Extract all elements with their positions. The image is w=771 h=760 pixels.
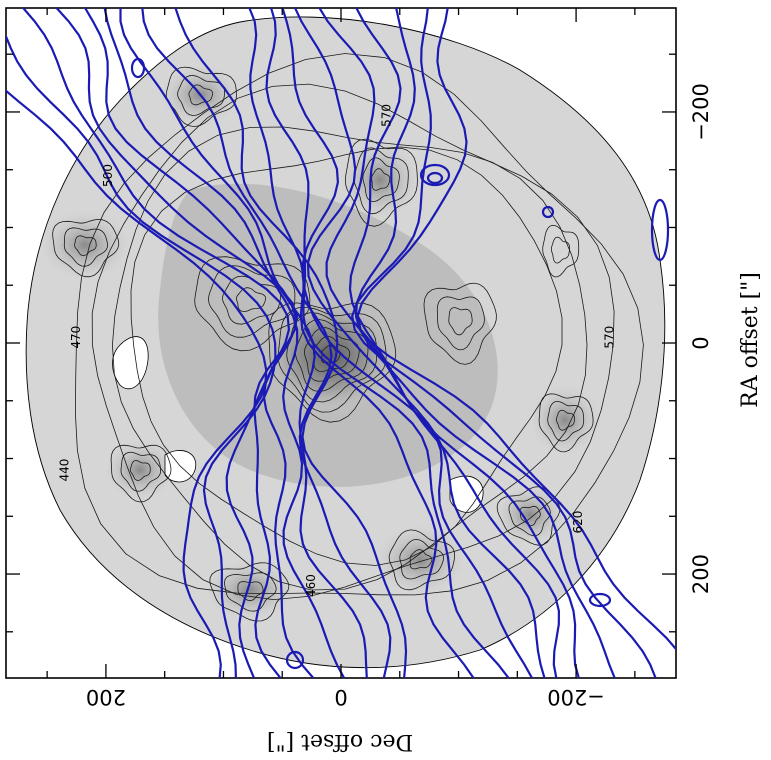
intensity-contour <box>388 529 456 591</box>
y-tick-labels: −200 0 200 <box>689 83 713 594</box>
velocity-contour-loop <box>130 57 146 79</box>
clump <box>340 140 420 220</box>
intensity-contour <box>542 224 580 278</box>
velocity-contour-label: 570 <box>379 104 393 127</box>
intensity-contour <box>409 549 433 570</box>
intensity-contour <box>538 393 594 453</box>
intensity-contour <box>303 327 360 382</box>
velocity-contour <box>348 8 580 678</box>
intensity-contour <box>91 83 615 601</box>
velocity-contour <box>103 8 346 678</box>
velocity-contours <box>6 8 676 678</box>
intensity-contour <box>130 146 563 566</box>
velocity-contour-label: 460 <box>304 574 318 597</box>
intensity-contour <box>63 227 108 267</box>
velocity-contour <box>351 8 657 678</box>
velocity-contour-label: 440 <box>57 459 71 482</box>
velocity-contour <box>22 8 291 678</box>
velocity-contour <box>294 8 546 678</box>
intensity-contour <box>551 236 571 264</box>
emission-hole <box>112 336 149 390</box>
intensity-map <box>25 16 666 669</box>
velocity-contour <box>354 8 616 678</box>
contour-labels: 570 500 470 440 460 570 620 <box>57 104 616 597</box>
intensity-contour <box>508 496 551 537</box>
intensity-contour <box>519 505 541 527</box>
x-tick-label: 0 <box>334 685 347 709</box>
intensity-contour <box>110 444 172 503</box>
velocity-contour <box>356 8 676 651</box>
x-tick-labels: 200 0 −200 <box>86 685 605 709</box>
clump <box>105 440 175 500</box>
velocity-contour <box>84 8 315 678</box>
y-tick-label: 0 <box>689 336 713 349</box>
intensity-contour <box>74 53 644 596</box>
velocity-contour-loop <box>419 163 451 187</box>
x-tick-label: 200 <box>86 685 126 709</box>
intensity-contour <box>52 218 120 278</box>
intensity-contour <box>74 235 97 257</box>
intensity-contour <box>286 312 378 403</box>
velocity-contour-label: 500 <box>101 164 115 187</box>
intensity-contour <box>436 296 485 351</box>
velocity-contour-label: 470 <box>69 326 83 349</box>
velocity-contour <box>174 8 408 678</box>
velocity-contour-loop <box>650 198 670 262</box>
intensity-contour <box>371 168 391 191</box>
intensity-contour <box>423 282 497 365</box>
velocity-contour <box>265 8 510 678</box>
velocity-contour <box>248 8 475 678</box>
intensity-contour <box>222 275 282 325</box>
velocity-contour-loop <box>285 650 305 670</box>
y-axis-label: RA offset ["] <box>738 272 763 408</box>
velocity-contour-label: 570 <box>603 326 617 349</box>
intensity-contour <box>448 307 473 336</box>
intensity-contour <box>194 256 311 352</box>
intensity-contour <box>130 460 151 481</box>
intensity-contour <box>547 400 585 442</box>
velocity-contour-label: 620 <box>571 511 585 534</box>
clump <box>40 210 130 280</box>
y-tick-label: 200 <box>689 554 713 594</box>
intensity-contour <box>235 287 267 312</box>
velocity-contour <box>281 8 534 678</box>
velocity-contour-loop <box>541 205 555 219</box>
intensity-contour <box>268 302 397 423</box>
intensity-contour <box>556 409 575 431</box>
clump <box>205 560 295 620</box>
y-tick-label: −200 <box>689 83 713 141</box>
x-axis-label: Dec offset ["] <box>267 729 413 754</box>
velocity-contour <box>6 33 277 678</box>
clump <box>530 385 600 455</box>
axis-ticks <box>6 8 676 678</box>
velocity-contour-loop <box>426 171 444 185</box>
intensity-contour <box>362 157 400 202</box>
velocity-contour <box>6 89 268 678</box>
velocity-contour-loop <box>588 592 612 608</box>
x-tick-label: −200 <box>547 685 605 709</box>
